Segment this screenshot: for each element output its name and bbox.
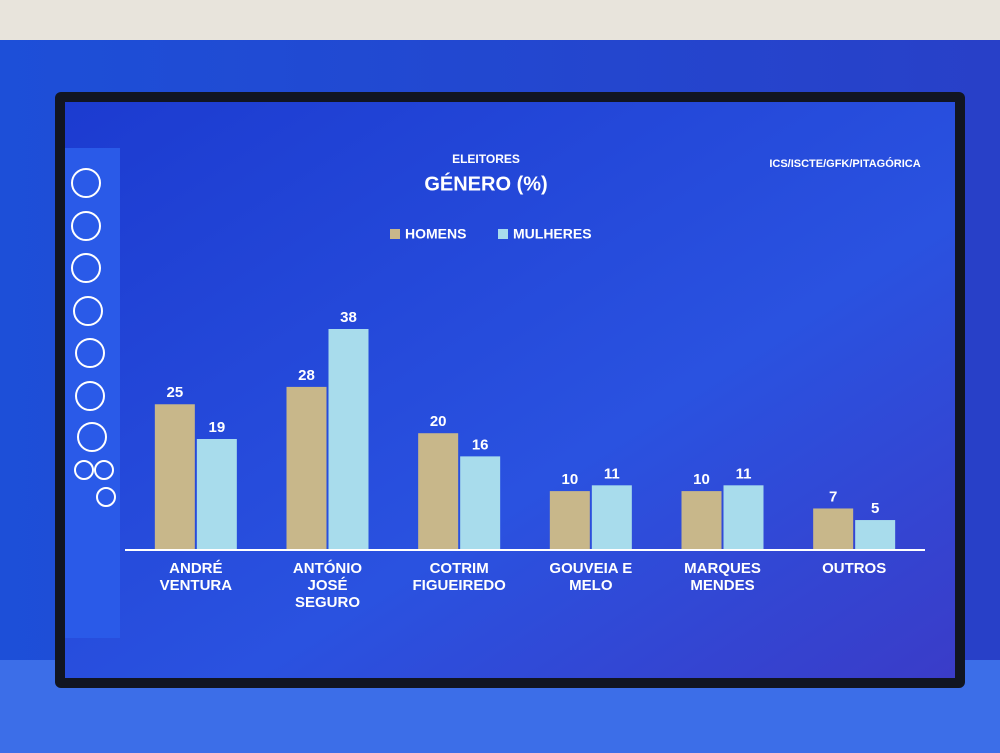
bar [328,329,369,549]
bar [549,491,590,549]
wall [0,0,1000,40]
bar [196,439,237,549]
category-label: MARQUES MENDES [684,560,761,594]
category-label: GOUVEIA E MELO [549,560,633,594]
source: ICS/ISCTE/GFK/PITAGÓRICA [769,157,920,170]
chart-subtitle: ELEITORES [452,152,520,166]
legend-swatch [498,229,508,239]
bar [855,520,896,549]
sidebar-icons [71,168,116,507]
value-label: 28 [298,367,315,384]
screen [65,102,955,678]
category-label: COTRIM FIGUEIREDO [412,560,506,594]
value-label: 11 [736,465,752,482]
category-label: OUTROS [822,560,887,577]
bar [723,485,764,549]
category-label: ANTÓNIO JOSÉ SEGURO [292,560,363,611]
sidebar [65,148,120,638]
legend-label: MULHERES [513,226,592,242]
value-label: 38 [340,309,357,326]
bar [154,404,195,549]
value-label: 11 [604,465,620,482]
category-label: ANDRÉ VENTURA [159,560,233,594]
bar [460,456,501,549]
bar [681,491,722,549]
bar [591,485,632,549]
value-label: 19 [208,419,225,436]
bar [286,386,327,549]
legend-swatch [390,229,400,239]
bar [813,508,854,549]
value-label: 5 [871,500,879,517]
legend-label: HOMENS [405,226,466,242]
value-label: 20 [430,413,447,430]
value-label: 25 [166,384,183,401]
chart-title: GÉNERO (%) [424,172,547,195]
value-label: 7 [829,488,837,505]
bar [418,433,459,549]
value-label: 10 [693,471,710,488]
value-label: 16 [472,436,489,453]
value-label: 10 [561,471,578,488]
